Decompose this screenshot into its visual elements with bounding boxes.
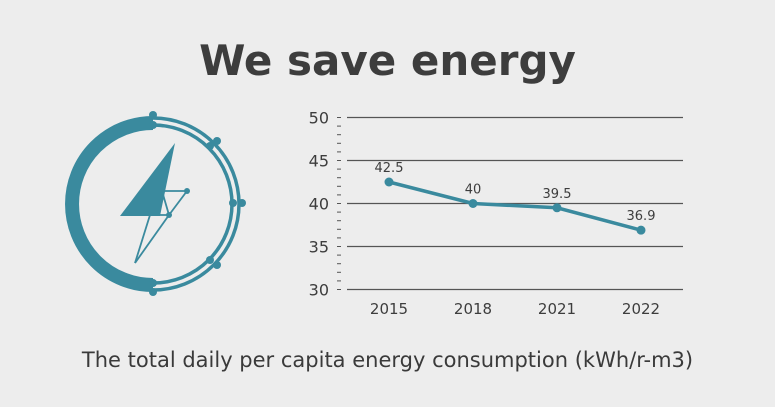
x-tick-label: 2021 <box>538 300 576 318</box>
y-tick-label: 40 <box>309 195 329 214</box>
chart-caption: The total daily per capita energy consum… <box>81 348 694 372</box>
lightning-bolt-circle-icon <box>65 111 246 296</box>
data-point <box>468 199 478 208</box>
data-label: 42.5 <box>375 161 404 176</box>
series-line <box>388 180 642 232</box>
y-tick-label: 35 <box>309 238 329 257</box>
data-label: 39.5 <box>543 187 572 202</box>
y-tick-label: 50 <box>309 109 329 128</box>
data-point <box>384 177 394 187</box>
x-tick-label: 2022 <box>622 300 660 318</box>
y-tick-label: 30 <box>309 281 329 300</box>
x-tick-label: 2018 <box>454 300 492 318</box>
data-label: 36.9 <box>627 209 656 224</box>
data-label: 40 <box>465 183 482 198</box>
x-tick-label: 2015 <box>370 300 408 318</box>
y-tick-label: 45 <box>309 152 329 171</box>
data-point <box>636 225 646 235</box>
data-point <box>552 203 562 213</box>
page-title: We save energy <box>199 36 576 85</box>
